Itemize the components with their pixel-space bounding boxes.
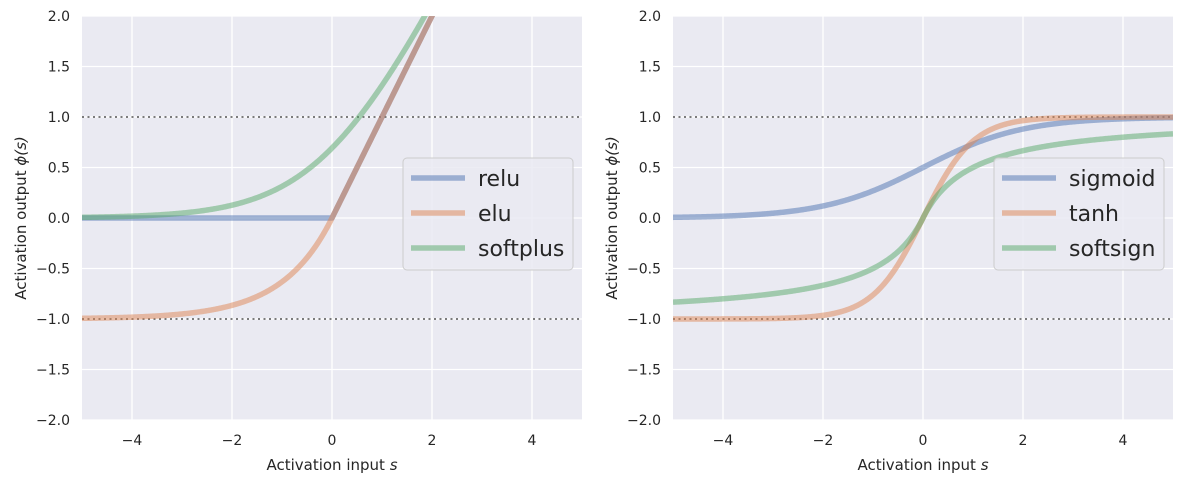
legend-frame — [402, 157, 574, 271]
x-tick-label: −4 — [713, 433, 734, 449]
y-tick-label: 2.0 — [48, 9, 70, 25]
y-tick-label: −1.0 — [627, 312, 661, 328]
legend-label-softsign: softsign — [1069, 237, 1155, 262]
x-tick-label: 2 — [428, 433, 437, 449]
y-tick-label: 1.5 — [48, 60, 70, 76]
x-tick-label: 0 — [328, 433, 337, 449]
x-tick-label: −2 — [222, 433, 243, 449]
y-tick-label: −1.5 — [36, 363, 70, 379]
legend-label-relu: relu — [478, 167, 520, 192]
legend-frame — [993, 157, 1165, 271]
x-tick-label: −4 — [122, 433, 143, 449]
y-axis-label: Activation output ϕ(s) — [603, 136, 621, 300]
y-tick-label: −2.0 — [627, 413, 661, 429]
series-group — [673, 114, 1173, 322]
chart-panel-1: −4 −2 0 2 4 −2.0 −1.5 −1.0 −0.5 0.0 0.5 1.0 1.5 2.0 Ac… — [12, 9, 582, 474]
legend-label-tanh: tanh — [1069, 202, 1119, 227]
series-group — [82, 16, 436, 322]
legend-label-softplus: softplus — [478, 237, 564, 262]
y-tick-label: 1.5 — [639, 60, 661, 76]
y-tick-label: 2.0 — [639, 9, 661, 25]
y-tick-label: 0.5 — [48, 161, 70, 177]
x-tick-label: −2 — [813, 433, 834, 449]
x-axis-label: Activation input s — [266, 456, 397, 474]
y-tick-label: 1.0 — [48, 110, 70, 126]
y-tick-label: 0.0 — [639, 211, 661, 227]
y-tick-label: −1.0 — [36, 312, 70, 328]
x-axis-label: Activation input s — [857, 456, 988, 474]
y-tick-label: 0.0 — [48, 211, 70, 227]
y-tick-label: 0.5 — [639, 161, 661, 177]
chart-panel-2: −4 −2 0 2 4 −2.0 −1.5 −1.0 −0.5 0.0 0.5 1.0 1.5 2.0 Ac… — [603, 9, 1173, 474]
grid — [673, 15, 1173, 421]
y-tick-label: 1.0 — [639, 110, 661, 126]
legend-label-elu: elu — [478, 202, 512, 227]
x-tick-label: 4 — [1119, 433, 1128, 449]
legend: sigmoid tanh softsign — [993, 157, 1165, 271]
series-line-softplus — [82, 16, 428, 221]
series-line-sigmoid — [673, 114, 1173, 221]
y-tick-label: −1.5 — [627, 363, 661, 379]
y-axis-label: Activation output ϕ(s) — [12, 136, 30, 300]
x-tick-label: 0 — [919, 433, 928, 449]
x-tick-label: 4 — [528, 433, 537, 449]
y-tick-label: −0.5 — [36, 262, 70, 278]
y-tick-label: −0.5 — [627, 262, 661, 278]
series-line-softsign — [673, 131, 1173, 305]
legend-label-sigmoid: sigmoid — [1069, 167, 1156, 192]
x-tick-label: 2 — [1019, 433, 1028, 449]
series-line-elu — [82, 16, 436, 322]
legend: relu elu softplus — [402, 157, 574, 271]
y-tick-label: −2.0 — [36, 413, 70, 429]
